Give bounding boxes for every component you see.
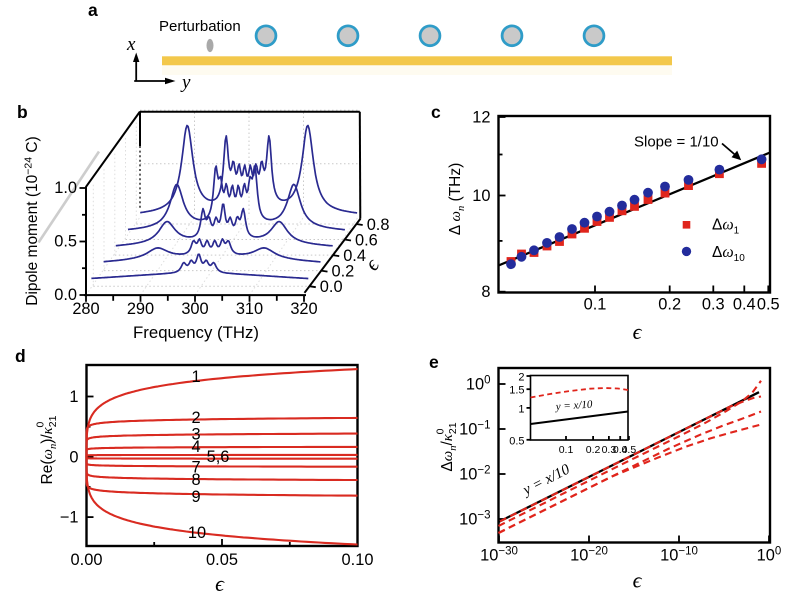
svg-text:9: 9	[191, 488, 200, 506]
svg-text:Re(ωn)/κ210: Re(ωn)/κ210	[35, 415, 60, 484]
svg-text:−1: −1	[60, 509, 79, 527]
svg-text:8: 8	[191, 471, 200, 489]
svg-text:e: e	[429, 352, 439, 372]
svg-text:1.5: 1.5	[509, 385, 524, 397]
svg-text:280: 280	[72, 300, 99, 318]
svg-text:0.8: 0.8	[367, 216, 390, 234]
svg-text:0.00: 0.00	[71, 551, 103, 569]
svg-text:0.10: 0.10	[342, 551, 374, 569]
svg-text:0.2: 0.2	[332, 263, 355, 281]
svg-text:0.5: 0.5	[54, 233, 77, 251]
svg-text:Dipole moment (10−24 C): Dipole moment (10−24 C)	[23, 136, 42, 305]
svg-text:0.2: 0.2	[586, 444, 601, 456]
svg-text:0.1: 0.1	[559, 444, 574, 456]
svg-text:0.05: 0.05	[206, 551, 238, 569]
svg-text:0.1: 0.1	[584, 296, 607, 314]
svg-text:10: 10	[188, 524, 206, 542]
svg-text:b: b	[17, 102, 28, 122]
svg-text:0.2: 0.2	[658, 296, 681, 314]
svg-text:5,6: 5,6	[207, 448, 230, 466]
svg-text:0.5: 0.5	[509, 435, 524, 447]
svg-text:4: 4	[191, 438, 200, 456]
svg-text:0: 0	[69, 448, 78, 466]
svg-text:1.0: 1.0	[54, 179, 77, 197]
svg-text:y = x/10: y = x/10	[554, 398, 593, 413]
svg-text:a: a	[88, 0, 98, 20]
svg-text:12: 12	[472, 109, 490, 127]
svg-text:320: 320	[290, 300, 317, 318]
svg-text:10: 10	[472, 187, 490, 205]
svg-text:1: 1	[518, 403, 524, 415]
svg-text:Δ ωn (THz): Δ ωn (THz)	[447, 163, 467, 236]
svg-text:ϵ: ϵ	[633, 319, 643, 344]
svg-text:ϵ: ϵ	[633, 568, 643, 593]
svg-text:1: 1	[69, 388, 78, 406]
svg-text:ϵ: ϵ	[215, 571, 225, 596]
svg-text:y: y	[180, 72, 191, 93]
svg-text:0.4: 0.4	[733, 296, 756, 314]
svg-text:0.0: 0.0	[320, 278, 343, 296]
svg-text:2: 2	[518, 372, 524, 384]
svg-text:7: 7	[191, 459, 200, 477]
svg-text:8: 8	[481, 283, 490, 301]
svg-text:1: 1	[191, 368, 200, 386]
svg-text:0.6: 0.6	[355, 232, 378, 250]
svg-text:c: c	[431, 102, 441, 122]
svg-text:Δω1: Δω1	[712, 217, 740, 237]
svg-text:Frequency (THz): Frequency (THz)	[133, 323, 259, 342]
svg-text:x: x	[126, 34, 136, 55]
svg-text:0.4: 0.4	[613, 444, 628, 456]
svg-text:0.5: 0.5	[757, 296, 780, 314]
svg-text:300: 300	[181, 300, 208, 318]
svg-text:290: 290	[127, 300, 154, 318]
svg-text:Slope = 1/10: Slope = 1/10	[634, 134, 719, 151]
svg-text:310: 310	[236, 300, 263, 318]
svg-text:0.4: 0.4	[343, 247, 366, 265]
svg-text:0.3: 0.3	[602, 444, 617, 456]
svg-text:3: 3	[191, 426, 200, 444]
svg-text:0.5: 0.5	[622, 444, 637, 456]
svg-text:d: d	[15, 346, 26, 366]
svg-text:0.0: 0.0	[54, 286, 77, 304]
svg-text:10−20: 10−20	[570, 546, 608, 565]
svg-text:Perturbation: Perturbation	[159, 18, 241, 35]
svg-text:0.3: 0.3	[702, 296, 725, 314]
svg-text:2: 2	[191, 409, 200, 427]
